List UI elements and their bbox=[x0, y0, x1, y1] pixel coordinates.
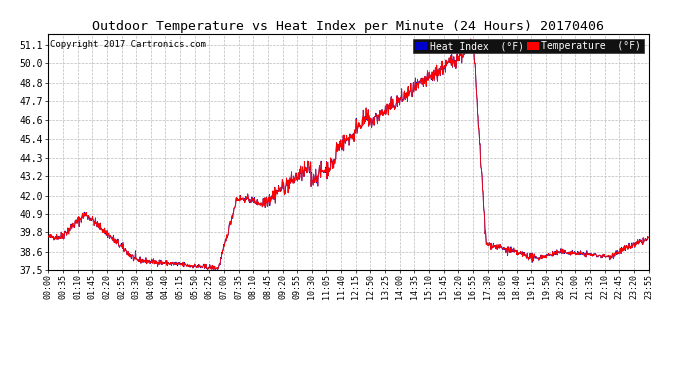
Legend: Heat Index  (°F), Temperature  (°F): Heat Index (°F), Temperature (°F) bbox=[413, 39, 644, 54]
Text: Copyright 2017 Cartronics.com: Copyright 2017 Cartronics.com bbox=[50, 40, 206, 49]
Title: Outdoor Temperature vs Heat Index per Minute (24 Hours) 20170406: Outdoor Temperature vs Heat Index per Mi… bbox=[92, 20, 604, 33]
